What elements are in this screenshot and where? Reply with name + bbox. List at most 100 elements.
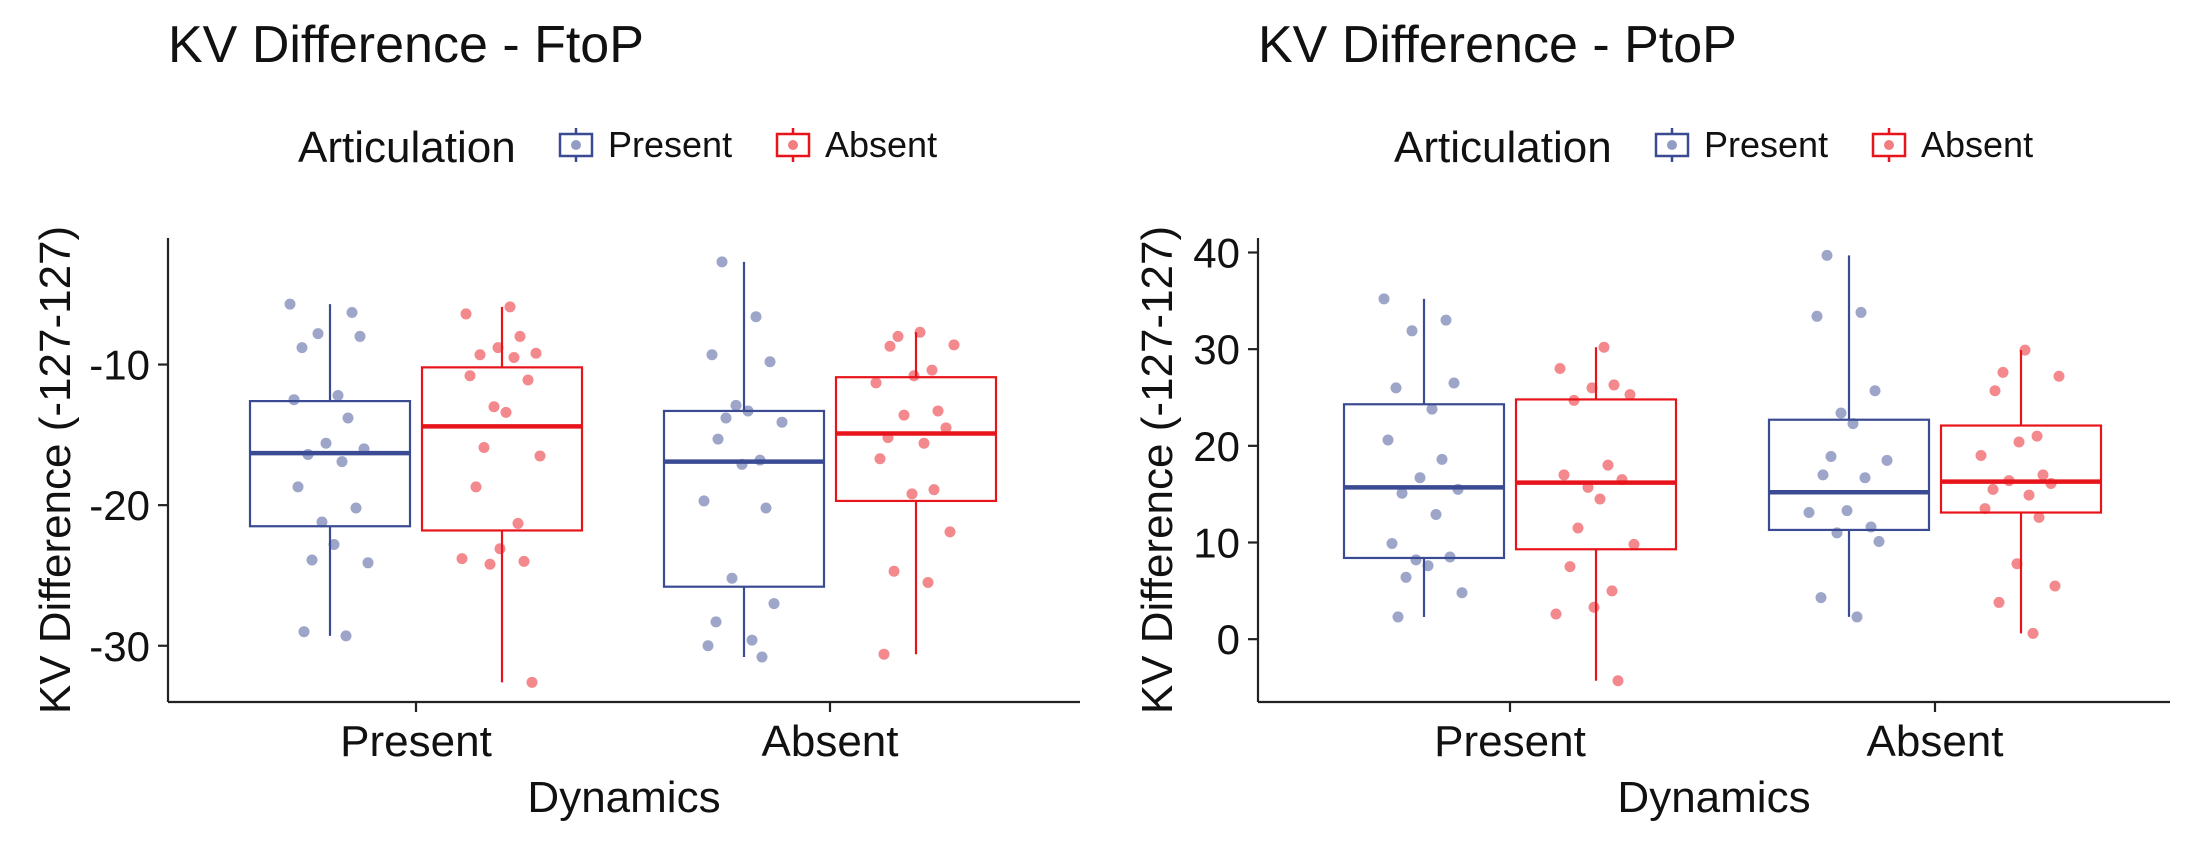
data-point: [1997, 366, 2009, 378]
y-tick-label: -30: [89, 623, 150, 670]
data-point: [870, 377, 882, 389]
box-iqr: [1767, 418, 1931, 532]
data-point: [720, 412, 732, 424]
legend-key-point: [1884, 140, 1894, 150]
data-point: [1989, 385, 2001, 397]
data-point: [316, 516, 328, 528]
data-point: [1568, 394, 1580, 406]
data-point: [354, 330, 366, 342]
data-point: [1851, 611, 1863, 623]
data-point: [1410, 554, 1422, 566]
y-tick-label: 30: [1193, 326, 1240, 373]
data-point: [530, 347, 542, 359]
data-point: [306, 554, 318, 566]
data-point: [706, 349, 718, 361]
data-point: [928, 484, 940, 496]
data-point: [464, 370, 476, 382]
data-point: [332, 389, 344, 401]
data-point: [754, 454, 766, 466]
data-point: [1448, 377, 1460, 389]
data-point: [2053, 370, 2065, 382]
data-point: [2049, 580, 2061, 592]
box-iqr: [420, 366, 584, 532]
legend-label: Present: [608, 124, 732, 165]
y-tick-label: 20: [1193, 423, 1240, 470]
data-point: [746, 634, 758, 646]
data-point: [284, 298, 296, 310]
data-point: [1821, 249, 1833, 261]
data-point: [456, 553, 468, 565]
data-point: [1386, 537, 1398, 549]
data-point: [1378, 293, 1390, 305]
box-iqr: [248, 400, 412, 528]
data-point: [906, 488, 918, 500]
data-point: [298, 626, 310, 638]
data-point: [2045, 478, 2057, 490]
data-point: [1444, 551, 1456, 563]
y-tick-label: 0: [1217, 616, 1240, 663]
legend-label: Present: [1704, 124, 1828, 165]
data-point: [1430, 508, 1442, 520]
data-point: [320, 437, 332, 449]
x-tick-label: Absent: [762, 717, 899, 766]
data-point: [712, 433, 724, 445]
data-point: [1564, 561, 1576, 573]
data-point: [526, 676, 538, 688]
data-point: [494, 543, 506, 555]
data-point: [932, 405, 944, 417]
data-point: [2033, 511, 2045, 523]
data-point: [918, 437, 930, 449]
data-point: [508, 352, 520, 364]
data-point: [1602, 459, 1614, 471]
data-point: [1382, 434, 1394, 446]
data-point: [1803, 507, 1815, 519]
data-point: [514, 330, 526, 342]
data-point: [1440, 314, 1452, 326]
data-point: [1873, 536, 1885, 548]
data-point: [884, 340, 896, 352]
data-point: [710, 616, 722, 628]
data-point: [1616, 474, 1628, 486]
x-axis-label: Dynamics: [1617, 773, 1810, 822]
data-point: [478, 442, 490, 454]
y-tick-label: -20: [89, 482, 150, 529]
data-point: [500, 406, 512, 418]
legend-key-point: [1667, 140, 1677, 150]
data-point: [1628, 538, 1640, 550]
x-axis-label: Dynamics: [527, 773, 720, 822]
data-point: [1817, 469, 1829, 481]
data-point: [1987, 483, 1999, 495]
data-point: [922, 576, 934, 588]
data-point: [892, 330, 904, 342]
y-axis-label: KV Difference (-127-127): [1133, 226, 1182, 714]
data-point: [1841, 505, 1853, 517]
data-point: [1825, 450, 1837, 462]
data-point: [1588, 601, 1600, 613]
data-point: [342, 412, 354, 424]
data-point: [312, 328, 324, 340]
data-point: [1594, 493, 1606, 505]
data-point: [1835, 407, 1847, 419]
data-point: [1400, 571, 1412, 583]
data-point: [474, 349, 486, 361]
data-point: [1993, 596, 2005, 608]
data-point: [768, 598, 780, 610]
data-point: [346, 307, 358, 319]
x-tick-label: Absent: [1867, 717, 2004, 766]
x-tick-label: Present: [340, 717, 492, 766]
data-point: [302, 449, 314, 461]
data-point: [730, 399, 742, 411]
data-point: [716, 256, 728, 268]
data-point: [1582, 481, 1594, 493]
y-tick-label: 40: [1193, 230, 1240, 277]
data-point: [2013, 436, 2025, 448]
data-point: [362, 557, 374, 569]
data-point: [2031, 430, 2043, 442]
data-point: [948, 339, 960, 351]
box-iqr: [1939, 424, 2103, 514]
data-point: [1608, 379, 1620, 391]
data-point: [1436, 453, 1448, 465]
data-point: [1414, 472, 1426, 484]
